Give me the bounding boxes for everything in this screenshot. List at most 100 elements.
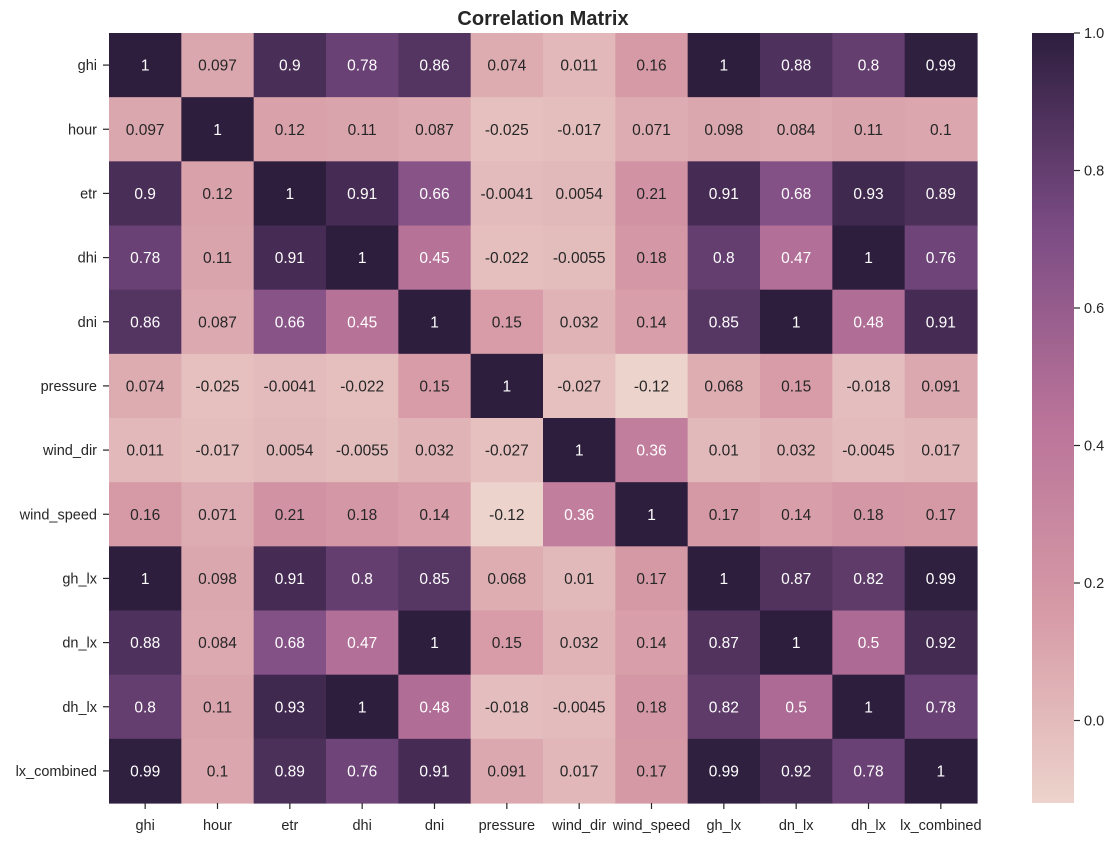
cell-value-label: 0.91	[275, 571, 305, 588]
cell-value-label: 0.074	[487, 58, 526, 75]
colorbar-tick-label: 0.6	[1084, 301, 1104, 317]
cell-value-label: 0.8	[134, 699, 156, 716]
cell-value-label: 0.12	[202, 186, 232, 203]
cell-value-label: -0.025	[196, 378, 240, 395]
cell-value-label: 0.78	[853, 763, 883, 780]
cell-value-label: 0.091	[921, 378, 960, 395]
cell-value-label: 0.14	[636, 635, 667, 652]
y-tick-label: dn_lx	[62, 636, 97, 652]
heatmap-cell	[253, 161, 327, 227]
heatmap-cell	[543, 161, 616, 227]
x-tick-label: dh_lx	[851, 818, 886, 834]
heatmap-cell	[181, 674, 255, 740]
heatmap-cell	[543, 353, 616, 419]
cell-value-label: 0.85	[419, 571, 449, 588]
heatmap-cell	[832, 418, 906, 483]
cell-value-label: 0.21	[636, 186, 666, 203]
heatmap-cell	[253, 33, 327, 98]
cell-value-label: 0.87	[709, 635, 739, 652]
cell-value-label: 0.071	[198, 507, 237, 524]
cell-value-label: 0.91	[275, 250, 305, 267]
x-tick-label: pressure	[479, 818, 535, 834]
heatmap-cell	[253, 738, 327, 804]
cell-value-label: 0.084	[777, 122, 816, 139]
x-tick-label: wind_dir	[551, 818, 606, 834]
heatmap-cell	[326, 33, 399, 98]
cell-value-label: 0.098	[704, 122, 743, 139]
cell-value-label: 0.68	[275, 635, 305, 652]
cell-value-label: 0.097	[198, 58, 237, 75]
cell-value-label: 1	[792, 635, 801, 652]
cell-value-label: 0.1	[930, 122, 952, 139]
heatmap-cell	[904, 674, 978, 740]
cell-value-label: 0.017	[921, 443, 960, 460]
x-tick-label: dni	[425, 818, 444, 834]
heatmap-cell	[470, 546, 544, 612]
cell-value-label: 1	[864, 250, 873, 267]
cell-value-label: 0.78	[347, 58, 377, 75]
cell-value-label: 0.17	[636, 763, 666, 780]
heatmap-cell	[470, 418, 544, 483]
cell-value-label: -0.0055	[553, 250, 606, 267]
cell-value-label: 1	[575, 443, 584, 460]
heatmap-cell	[181, 225, 255, 291]
cell-value-label: 0.091	[487, 763, 526, 780]
cell-value-label: -0.0055	[336, 443, 389, 460]
colorbar-gradient	[1032, 33, 1074, 803]
cell-value-label: 0.011	[560, 58, 598, 75]
y-tick-label: hour	[68, 122, 97, 138]
cell-value-label: 0.9	[279, 58, 301, 75]
heatmap-cell	[109, 161, 182, 227]
x-tick-label: wind_speed	[612, 818, 690, 834]
cell-value-label: 0.99	[130, 763, 160, 780]
colorbar-tick-label: 1.0	[1084, 26, 1104, 42]
heatmap-cell	[832, 674, 906, 740]
cell-value-label: 0.15	[492, 635, 522, 652]
cell-value-label: 1	[792, 314, 801, 331]
cell-value-label: 0.032	[560, 635, 599, 652]
heatmap-cell	[760, 482, 833, 547]
heatmap-cell	[398, 674, 472, 740]
heatmap-cell	[832, 33, 906, 98]
cell-value-label: 0.88	[130, 635, 160, 652]
cell-value-label: 0.76	[926, 250, 956, 267]
cell-value-label: 0.66	[419, 186, 449, 203]
heatmap-cell	[543, 546, 616, 612]
cell-value-label: -0.018	[847, 378, 891, 395]
cell-value-label: 0.17	[636, 571, 666, 588]
cell-value-label: 1	[864, 699, 873, 716]
heatmap-cell	[760, 33, 833, 98]
chart-title: Correlation Matrix	[457, 8, 628, 30]
heatmap-cell	[326, 610, 399, 676]
cell-value-label: 1	[937, 763, 946, 780]
heatmap-cell	[543, 610, 616, 676]
cell-value-label: 0.11	[854, 122, 883, 139]
cell-value-label: 0.87	[781, 571, 811, 588]
cell-value-label: 0.15	[781, 378, 811, 395]
cell-value-label: 1	[358, 699, 367, 716]
cell-value-label: 0.068	[487, 571, 526, 588]
heatmap-cell	[832, 161, 906, 227]
cell-value-label: 0.14	[636, 314, 667, 331]
cell-value-label: -0.12	[634, 378, 669, 395]
cell-value-label: 0.89	[275, 763, 305, 780]
heatmap-cell	[615, 610, 689, 676]
heatmap-cell	[760, 546, 833, 612]
cell-value-label: -0.017	[557, 122, 601, 139]
cell-value-label: 0.48	[419, 699, 449, 716]
cell-value-label: 0.89	[926, 186, 956, 203]
heatmap-cell	[181, 418, 255, 483]
cell-value-label: 0.45	[419, 250, 449, 267]
heatmap-cell	[253, 546, 327, 612]
cell-value-label: -0.017	[196, 443, 240, 460]
cell-value-label: 1	[430, 314, 439, 331]
heatmap-cell	[543, 738, 616, 804]
heatmap-cell	[181, 289, 255, 355]
heatmap-cell	[615, 546, 689, 612]
heatmap-cell	[904, 610, 978, 676]
x-tick-label: ghi	[135, 818, 154, 834]
heatmap-cell	[398, 738, 472, 804]
y-tick-label: gh_lx	[62, 571, 97, 587]
cell-value-label: 0.15	[419, 378, 449, 395]
heatmap-cell	[832, 353, 906, 419]
